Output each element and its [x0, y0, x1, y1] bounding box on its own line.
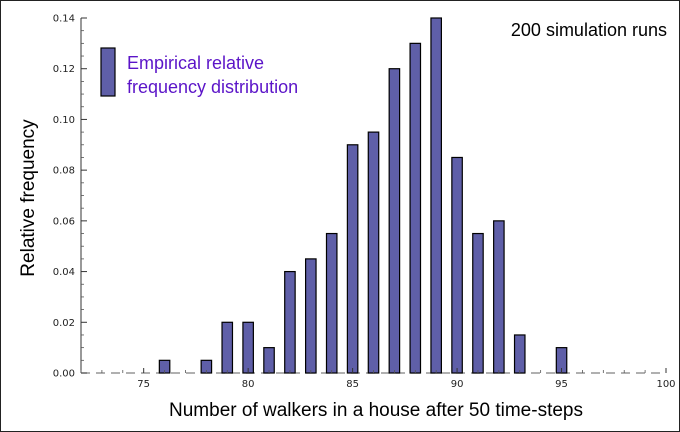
x-axis-title: Number of walkers in a house after 50 ti…	[169, 400, 583, 421]
y-tick-label: 0.02	[53, 318, 75, 329]
bar-86	[367, 131, 380, 374]
bar-80	[242, 321, 254, 374]
y-tick-label: 0.08	[53, 166, 75, 177]
legend: Empirical relative frequency distributio…	[100, 47, 298, 97]
y-tick-label: 0.00	[53, 369, 75, 380]
bar-93	[513, 334, 526, 374]
x-tick-label: 100	[656, 379, 675, 390]
x-tick-label: 80	[242, 379, 255, 390]
x-tick-label: 90	[451, 379, 464, 390]
x-tick-label: 75	[137, 379, 150, 390]
bar-91	[472, 232, 484, 374]
bar-82	[284, 270, 296, 374]
bar-92	[493, 220, 505, 374]
bar-83	[304, 258, 317, 374]
bar-90	[451, 156, 463, 374]
y-tick-label: 0.12	[53, 64, 75, 75]
y-tick-label: 0.06	[53, 216, 75, 227]
bar-84	[325, 232, 338, 374]
y-tick-label: 0.14	[53, 14, 75, 25]
bar-87	[388, 68, 401, 374]
legend-swatch	[100, 47, 116, 97]
bar-89	[430, 17, 443, 374]
bar-81	[263, 347, 275, 374]
runs-annotation: 200 simulation runs	[511, 20, 667, 40]
y-axis-title: Relative frequency	[18, 119, 39, 277]
legend-label-line-1: Empirical relative	[127, 53, 264, 73]
x-tick-label: 95	[555, 379, 568, 390]
y-tick-label: 0.04	[53, 267, 75, 278]
y-tick-label: 0.10	[53, 115, 75, 126]
bar-79	[221, 321, 234, 374]
x-tick-label: 85	[346, 379, 359, 390]
legend-label-line-2: frequency distribution	[127, 77, 298, 97]
ticks: 0.00 0.02 0.04 0.06 0.08 0.10 0.12 0.14 75 80 85 90…	[53, 14, 676, 391]
bars	[158, 17, 568, 374]
bar-85	[346, 144, 359, 374]
bar-88	[409, 42, 422, 374]
